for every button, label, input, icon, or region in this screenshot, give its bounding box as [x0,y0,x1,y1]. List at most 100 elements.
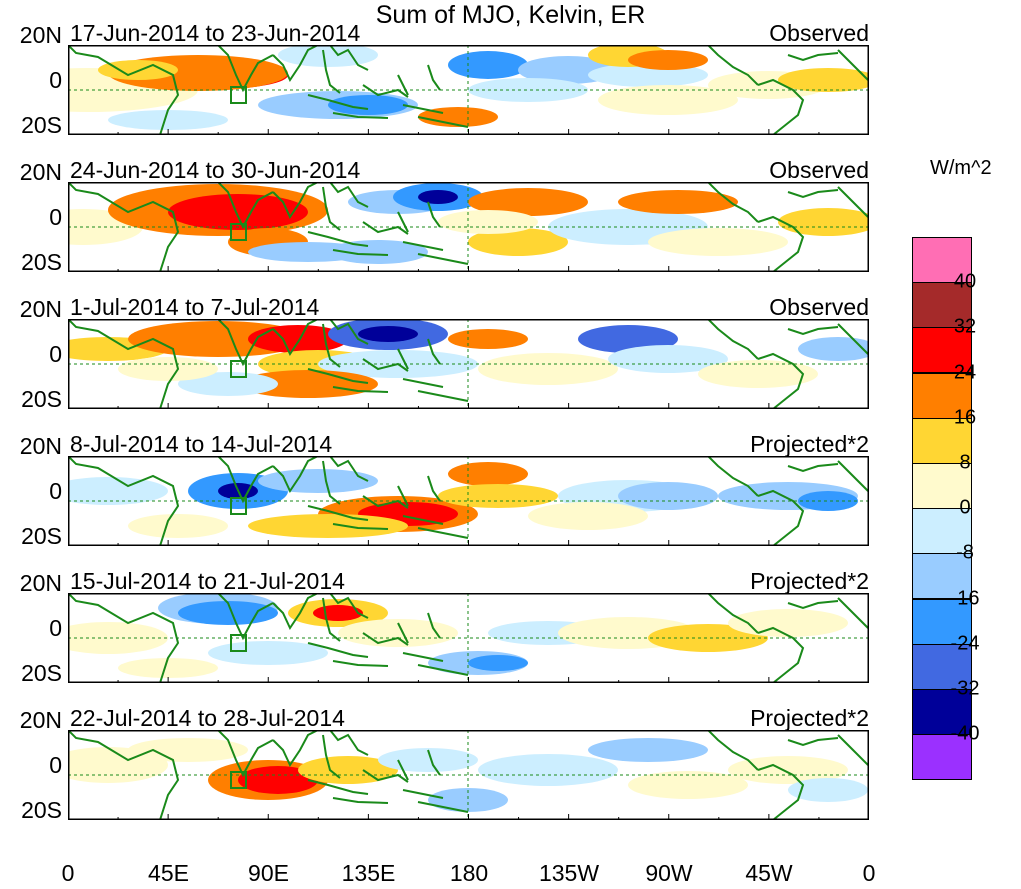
panel-mode-label: Projected*2 [750,705,869,731]
coastline [332,249,389,256]
anomaly-region [598,85,738,115]
coastline [272,730,319,768]
coastline [68,456,180,546]
anomaly-region [108,110,228,130]
coastline [837,186,869,218]
coastline [322,49,341,94]
coastline [402,789,444,799]
coastline [427,749,441,776]
anomaly-region [648,228,788,256]
coastline [757,78,805,135]
panel-date-range: 8-Jul-2014 to 14-Jul-2014 [70,431,333,457]
coastline [68,593,180,683]
panel-date-range: 22-Jul-2014 to 28-Jul-2014 [70,705,345,731]
latitude-label-north: 20N [19,707,62,733]
longitude-tick-label: 0 [862,860,876,886]
coastline [307,779,369,795]
map-panel-6: 22-Jul-2014 to 28-Jul-2014 Projected*2 20N… [0,705,900,842]
longitude-tick-label: 135E [341,860,396,886]
coastline [307,642,369,658]
coastline [707,182,759,223]
anomaly-map [68,456,869,546]
coastline [427,64,441,91]
region-box [230,771,247,789]
anomaly-region [588,738,708,762]
coastline [837,460,869,492]
legend-unit: W/m^2 [930,157,992,179]
coastline [757,489,805,546]
coastline [707,45,759,86]
coastline [307,231,369,247]
anomaly-map [68,319,869,409]
coastline [417,664,469,676]
panel-date-range: 17-Jun-2014 to 23-Jun-2014 [70,20,361,46]
coastline [329,593,369,619]
coastline [322,186,341,231]
coastline [427,612,441,639]
latitude-label-equator: 0 [49,341,62,367]
anomaly-region [358,326,418,342]
anomaly-region [798,337,869,361]
anomaly-region [428,788,508,812]
legend-value-label: -40 [950,722,980,745]
anomaly-region [248,514,408,538]
coastline [332,386,389,393]
anomaly-region [728,609,848,637]
anomaly-region [128,514,228,538]
coastline [272,319,319,357]
anomaly-region [628,50,708,70]
region-box [230,360,247,378]
latitude-label-north: 20N [19,22,62,48]
legend-value-label: -24 [950,632,980,655]
legend-color-box [912,282,972,329]
panel-date-range: 24-Jun-2014 to 30-Jun-2014 [70,157,361,183]
coastline [707,730,759,771]
legend-color-box [912,372,972,419]
coastline [757,352,805,409]
anomaly-region [248,325,348,353]
coastline [417,390,469,402]
coastline [427,201,441,228]
coastline [332,523,389,530]
map-panel-1: 17-Jun-2014 to 23-Jun-2014 Observed 20N 0 20… [0,20,900,157]
anomaly-region [778,68,869,92]
legend-value-label: -32 [950,677,980,700]
coastline [397,74,409,96]
panel-mode-label: Observed [769,157,869,183]
coastline [322,323,341,368]
coastline [837,734,869,766]
coastline [757,626,805,683]
anomaly-region [468,228,568,256]
anomaly-region [468,188,588,216]
coastline [787,600,839,610]
coastline [322,597,341,642]
panel-date-range: 1-Jul-2014 to 7-Jul-2014 [70,294,320,320]
coastline [332,797,389,804]
anomaly-region [118,357,218,381]
anomaly-region [438,484,558,508]
coastline [707,593,759,634]
legend-color-box [912,689,972,735]
coastline [402,104,444,114]
coastline [787,737,839,747]
anomaly-region [278,45,378,67]
anomaly-region [248,242,368,262]
legend-color-box [912,598,972,645]
map-panel-5: 15-Jul-2014 to 21-Jul-2014 Projected*2 20N… [0,568,900,705]
anomaly-region [438,210,538,234]
latitude-label-equator: 0 [49,204,62,230]
anomaly-region [168,194,308,230]
anomaly-region [618,190,738,214]
legend-value-label: 32 [953,315,977,338]
legend-color-box [912,734,972,781]
legend-value-label: 40 [953,270,977,293]
anomaly-region [378,748,478,772]
coastline [272,45,319,83]
legend-value-label: 8 [959,451,971,474]
coastline [787,189,839,199]
legend-value-label: -8 [956,541,974,564]
anomaly-region [778,208,869,236]
anomaly-map [68,730,869,820]
latitude-label-south: 20S [21,660,62,686]
latitude-label-south: 20S [21,523,62,549]
